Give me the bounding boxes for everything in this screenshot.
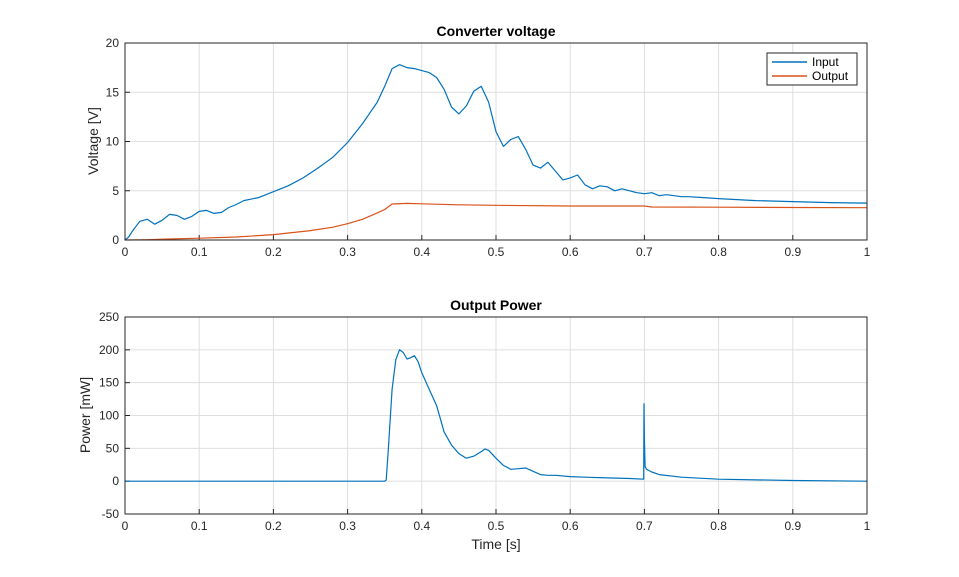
voltage-x-tick-label: 0.3: [339, 245, 356, 259]
power-x-tick-label: 0: [122, 519, 129, 533]
time-x-axis-label: Time [s]: [471, 536, 520, 552]
power-y-tick-label: 50: [106, 441, 120, 455]
voltage-y-tick-label: 20: [106, 36, 120, 50]
power-axes-box: [124, 316, 868, 515]
power-y-tick-label: 100: [99, 409, 119, 423]
power-x-tick-label: 0.8: [710, 519, 727, 533]
voltage-chart-title: Converter voltage: [436, 23, 555, 39]
power-y-axis-label: Power [mW]: [77, 377, 93, 453]
power-series-power-line: [125, 349, 868, 482]
power-y-tick-label: 250: [99, 310, 119, 324]
power-x-tick-label: 0.6: [562, 519, 579, 533]
power-x-tick-label: 0.1: [191, 519, 208, 533]
legend-entry-input: Input: [812, 55, 839, 69]
power-y-tick-label: 200: [99, 343, 119, 357]
power-plot: Output Power Power [mW] Time [s] 0 0.1 0.2…: [77, 297, 871, 552]
voltage-x-tick-label: 1: [864, 245, 871, 259]
power-y-tick-label: 0: [112, 474, 119, 488]
voltage-x-tick-label: 0.8: [710, 245, 727, 259]
voltage-x-tick-label: 0: [122, 245, 129, 259]
power-y-tick-label: 150: [99, 376, 119, 390]
voltage-axes-box: [124, 42, 868, 241]
voltage-x-tick-label: 0.4: [413, 245, 430, 259]
voltage-series-input-line: [124, 64, 868, 241]
voltage-x-tick-label: 0.6: [562, 245, 579, 259]
power-x-tick-label: 0.9: [784, 519, 801, 533]
voltage-y-tick-label: 5: [112, 184, 119, 198]
voltage-x-tick-label: 0.9: [784, 245, 801, 259]
voltage-y-tick-label: 15: [106, 85, 120, 99]
voltage-plot: Converter voltage Voltage [V] 0 0.1 0.2 0.3…: [85, 23, 871, 259]
voltage-x-tick-label: 0.5: [488, 245, 505, 259]
power-y-tick-label: -50: [102, 507, 120, 521]
voltage-y-axis-label: Voltage [V]: [85, 107, 101, 175]
power-chart-title: Output Power: [450, 297, 542, 313]
power-x-tick-label: 0.4: [413, 519, 430, 533]
power-x-tick-label: 1: [864, 519, 871, 533]
legend-box: [766, 52, 858, 86]
power-x-tick-label: 0.5: [488, 519, 505, 533]
voltage-series-output-line: [124, 202, 868, 241]
voltage-x-tick-label: 0.7: [636, 245, 653, 259]
voltage-y-tick-label: 0: [112, 233, 119, 247]
legend-entry-output: Output: [812, 69, 849, 83]
voltage-x-tick-label: 0.1: [191, 245, 208, 259]
power-x-tick-label: 0.2: [265, 519, 282, 533]
voltage-y-tick-label: 10: [106, 135, 120, 149]
power-x-tick-label: 0.7: [636, 519, 653, 533]
power-x-tick-label: 0.3: [339, 519, 356, 533]
voltage-x-tick-label: 0.2: [265, 245, 282, 259]
